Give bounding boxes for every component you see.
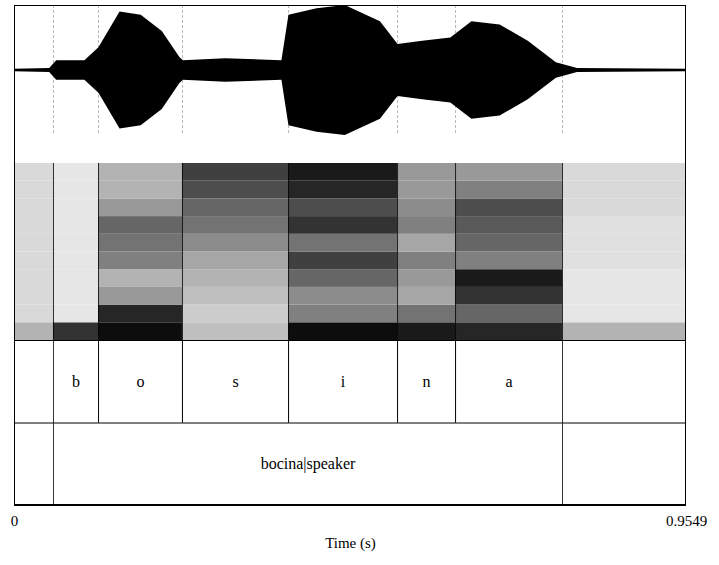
svg-text:bocina|speaker: bocina|speaker [261, 455, 356, 473]
svg-text:Time (s): Time (s) [325, 535, 376, 552]
svg-text:n: n [423, 373, 431, 390]
svg-text:a: a [505, 373, 512, 390]
svg-text:i: i [341, 373, 346, 390]
svg-text:b: b [72, 373, 80, 390]
svg-text:o: o [137, 373, 145, 390]
svg-text:s: s [232, 373, 238, 390]
svg-text:0: 0 [11, 513, 19, 529]
svg-text:0.9549: 0.9549 [666, 513, 707, 529]
